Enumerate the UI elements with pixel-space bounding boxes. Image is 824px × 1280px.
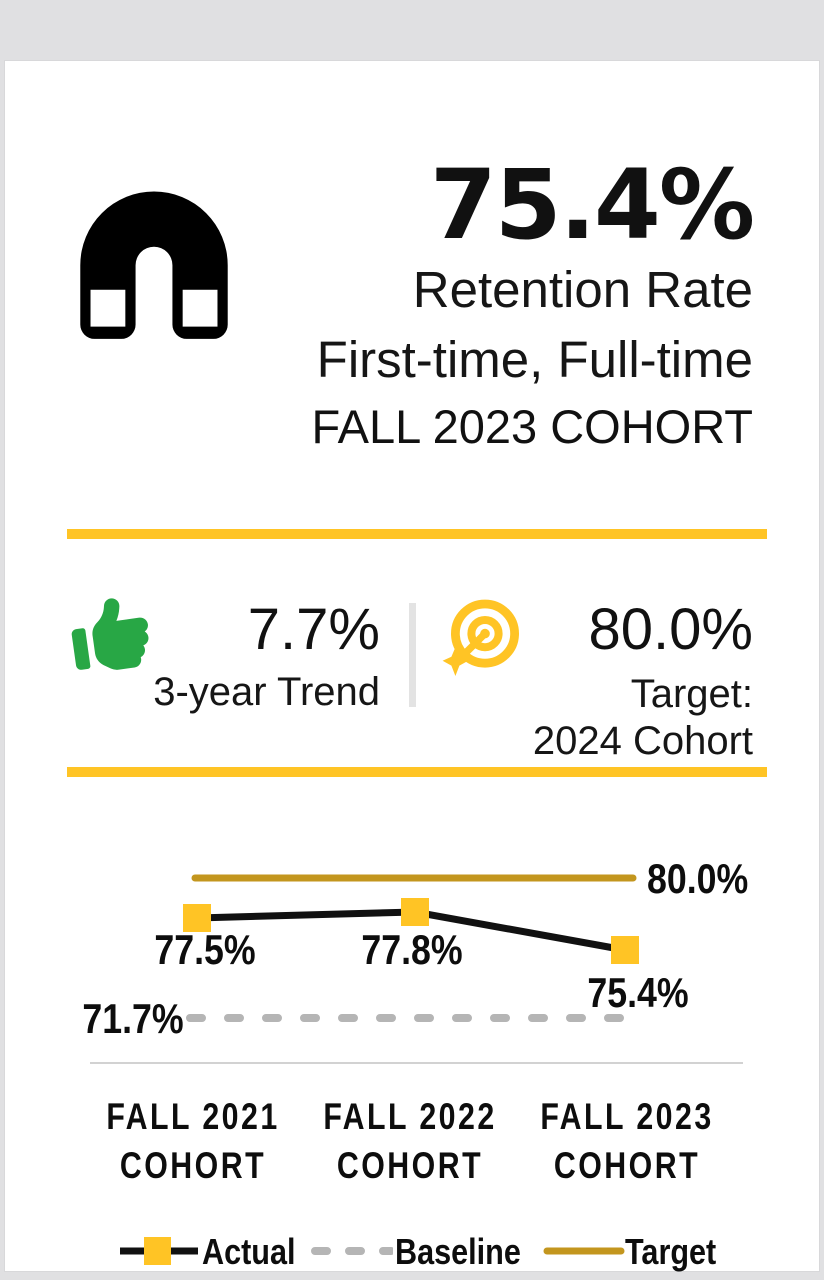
yellow-divider-top (67, 529, 767, 539)
target-label-line2: 2024 Cohort (532, 719, 753, 764)
legend-target-label: Target (625, 1231, 717, 1272)
point-label-3: 75.4% (587, 969, 689, 1016)
x-tick-line2: COHORT (553, 1144, 701, 1186)
legend-target-swatch (543, 1247, 625, 1255)
magnet-icon (80, 191, 228, 339)
baseline-label: 71.7% (82, 995, 184, 1042)
x-tick-line2: COHORT (336, 1144, 484, 1186)
target-stat: 80.0% Target: 2024 Cohort (533, 601, 753, 765)
legend-actual-swatch (120, 1237, 198, 1265)
metric-population: First-time, Full-time (316, 331, 753, 389)
point-label-1: 77.5% (154, 926, 256, 973)
thumbs-up-icon (71, 598, 149, 670)
point-label-2: 77.8% (361, 926, 463, 973)
legend-actual-label: Actual (202, 1231, 296, 1272)
x-tick-fall-2022: FALL 2022 COHORT (323, 1093, 496, 1191)
x-tick-fall-2023: FALL 2023 COHORT (540, 1093, 713, 1191)
trend-stat: 7.7% 3-year Trend (153, 601, 380, 716)
metric-name: Retention Rate (412, 260, 753, 318)
actual-marker-3 (611, 936, 639, 964)
bullseye-target-icon (442, 599, 519, 676)
x-tick-line2: COHORT (119, 1144, 267, 1186)
x-tick-fall-2021: FALL 2021 COHORT (106, 1093, 279, 1191)
actual-marker-2 (401, 898, 429, 926)
x-tick-line1: FALL 2021 (106, 1096, 280, 1137)
kpi-card: 75.4% Retention Rate First-time, Full-ti… (4, 60, 820, 1272)
trend-label: 3-year Trend (153, 670, 380, 714)
yellow-divider-bottom (67, 767, 767, 777)
vertical-separator (409, 603, 416, 707)
target-label-line1: Target: (630, 672, 753, 716)
target-value: 80.0% (588, 597, 753, 662)
legend-baseline-swatch (311, 1247, 393, 1255)
legend-baseline-label: Baseline (395, 1231, 521, 1272)
trend-value: 7.7% (247, 597, 380, 662)
retention-rate-value: 75.4% (429, 149, 755, 261)
target-line-label: 80.0% (647, 855, 749, 902)
headline-block: 75.4% Retention Rate First-time, Full-ti… (311, 149, 755, 457)
x-tick-line1: FALL 2022 (323, 1096, 497, 1137)
actual-marker-1 (183, 904, 211, 932)
trend-line-chart (90, 874, 743, 1064)
cohort-label: FALL 2023 COHORT (311, 399, 753, 453)
x-tick-line1: FALL 2023 (540, 1096, 714, 1137)
